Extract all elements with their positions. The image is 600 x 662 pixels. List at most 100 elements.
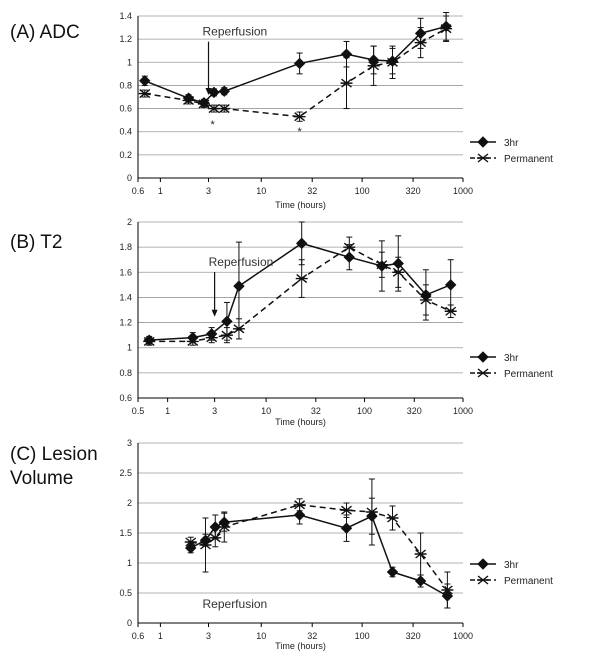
- data-point: [343, 242, 356, 252]
- legend-marker: [477, 575, 489, 585]
- reperfusion-label: Reperfusion: [203, 597, 268, 611]
- y-tick-label: 1.6: [119, 267, 132, 277]
- y-tick-label: 1.8: [119, 242, 132, 252]
- panel-title: (B) T2: [10, 232, 62, 253]
- x-tick-label: 10: [256, 186, 266, 196]
- y-tick-label: 0: [127, 173, 132, 183]
- data-point: [414, 38, 427, 48]
- legend-label: 3hr: [504, 353, 519, 364]
- arrow-head: [205, 88, 212, 95]
- y-tick-label: 0.8: [119, 368, 132, 378]
- series-Permanent: [184, 478, 454, 609]
- data-point: [375, 260, 388, 270]
- legend: 3hr Permanent: [470, 558, 553, 587]
- legend-label: 3hr: [504, 560, 519, 571]
- legend-label: Permanent: [504, 576, 553, 587]
- legend-label: Permanent: [504, 369, 553, 380]
- x-axis-label: Time (hours): [275, 641, 326, 651]
- series-Permanent: [143, 236, 457, 346]
- x-tick-label: 1: [158, 186, 163, 196]
- x-tick-label: 32: [307, 186, 317, 196]
- y-tick-label: 1: [127, 558, 132, 568]
- y-tick-label: 2: [127, 498, 132, 508]
- x-tick-label: 320: [406, 631, 421, 641]
- data-point: [293, 509, 306, 521]
- x-tick-label: 10: [261, 406, 271, 416]
- data-point: [143, 336, 156, 346]
- data-point: [138, 88, 151, 99]
- x-tick-label: 3: [212, 406, 217, 416]
- legend-label: Permanent: [504, 154, 553, 165]
- series-Permanent: [138, 15, 453, 122]
- data-point: [414, 549, 427, 559]
- x-tick-label: 320: [406, 186, 421, 196]
- panel-1: (B) T2 0.6 0.8 1 1.2 1.4 1.6 1.8 2 0.5 1 3 10 32 100 32…: [10, 217, 553, 427]
- data-point: [182, 95, 195, 106]
- data-point: [295, 237, 308, 250]
- x-tick-label: 10: [256, 631, 266, 641]
- y-tick-label: 0.8: [119, 80, 132, 90]
- data-point: [221, 315, 233, 328]
- y-tick-label: 1: [127, 343, 132, 353]
- x-tick-label: 3: [206, 631, 211, 641]
- x-tick-label: 0.5: [132, 406, 145, 416]
- data-point: [197, 99, 210, 109]
- y-tick-label: 0.6: [119, 393, 132, 403]
- data-point: [218, 85, 230, 97]
- y-tick-label: 0.4: [119, 127, 132, 137]
- data-point: [205, 333, 218, 343]
- x-tick-label: 0.6: [132, 186, 145, 196]
- y-tick-label: 0.5: [119, 588, 132, 598]
- data-point: [386, 57, 399, 67]
- arrow-head: [211, 309, 218, 317]
- legend-marker: [477, 153, 489, 163]
- data-point: [340, 78, 353, 88]
- data-point: [139, 75, 151, 87]
- legend-marker: [477, 368, 489, 378]
- y-tick-label: 2: [127, 217, 132, 227]
- x-axis-label: Time (hours): [275, 417, 326, 427]
- data-point: [232, 324, 245, 334]
- data-point: [441, 585, 454, 595]
- data-point: [185, 542, 197, 554]
- panel-title: Volume: [10, 468, 73, 489]
- series-line: [149, 246, 452, 343]
- data-point: [184, 537, 197, 547]
- data-point: [208, 86, 220, 99]
- x-tick-label: 1000: [453, 406, 473, 416]
- y-tick-label: 1.4: [119, 11, 132, 21]
- x-tick-label: 100: [355, 631, 370, 641]
- data-point: [367, 61, 380, 71]
- legend-label: 3hr: [504, 138, 519, 149]
- y-tick-label: 1.2: [119, 318, 132, 328]
- x-tick-label: 320: [407, 406, 422, 416]
- y-tick-label: 0.6: [119, 104, 132, 114]
- data-point: [444, 279, 457, 291]
- legend: 3hr Permanent: [470, 351, 553, 380]
- series-3hr: [143, 221, 457, 346]
- data-point: [218, 522, 231, 532]
- series-line: [144, 28, 447, 118]
- legend-marker: [477, 558, 489, 570]
- legend: 3hr Permanent: [470, 136, 553, 165]
- series-3hr: [139, 12, 452, 109]
- data-point: [340, 522, 353, 534]
- significance-marker: *: [211, 119, 216, 131]
- y-tick-label: 0.2: [119, 150, 132, 160]
- x-tick-label: 32: [307, 631, 317, 641]
- y-tick-label: 1.4: [119, 292, 132, 302]
- data-point: [199, 540, 212, 550]
- panel-title: (A) ADC: [10, 22, 80, 43]
- legend-marker: [477, 351, 489, 363]
- data-point: [340, 505, 353, 515]
- x-tick-label: 100: [357, 406, 372, 416]
- data-point: [444, 306, 457, 316]
- x-tick-label: 1000: [453, 631, 473, 641]
- data-point: [186, 336, 199, 346]
- panel-0: (A) ADC 0 0.2 0.4 0.6 0.8 1 1.2 1.4 0.6 1 3 10 32 100 3…: [10, 11, 553, 210]
- panel-2: (C) Lesion Volume 0 0.5 1 1.5 2 2.5 3 0.6 1 3 10 32 10…: [10, 438, 553, 651]
- x-tick-label: 32: [311, 406, 321, 416]
- series-3hr: [185, 497, 454, 609]
- significance-marker: *: [297, 126, 302, 138]
